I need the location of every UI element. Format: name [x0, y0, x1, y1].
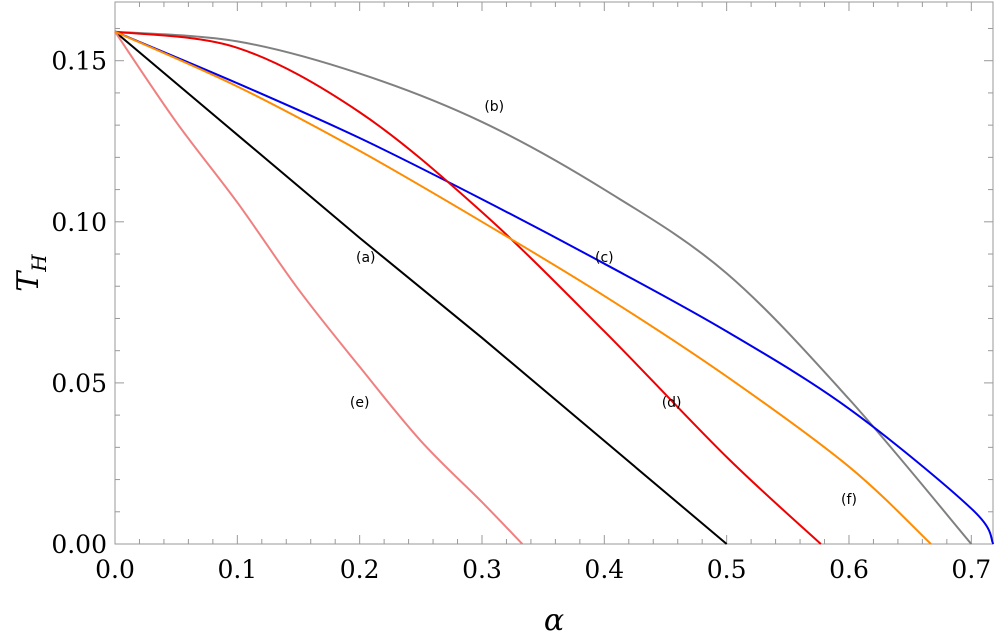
- x-tick-label: 0.1: [217, 555, 257, 584]
- curve-labels: (a) (b) (c) (d) (e) (f): [350, 99, 857, 508]
- y-axis-title: TH: [11, 254, 51, 292]
- x-tick-label: 0.0: [95, 555, 135, 584]
- curve-d: [114, 30, 822, 545]
- plot-frame: [114, 1, 994, 545]
- curve-a: [114, 30, 728, 545]
- x-axis-title: α: [544, 603, 564, 638]
- curve-c: [114, 30, 995, 545]
- x-tick-label: 0.7: [951, 555, 991, 584]
- curve-e: [114, 31, 524, 545]
- curve-label-a: (a): [356, 250, 376, 266]
- y-axis-title-sub: H: [27, 254, 51, 273]
- y-tick-label: 0.05: [51, 369, 107, 398]
- y-tick-labels: 0.00 0.05 0.10 0.15: [51, 47, 107, 559]
- x-tick-label: 0.2: [340, 555, 380, 584]
- curves: [114, 30, 995, 545]
- x-tick-label: 0.5: [707, 555, 747, 584]
- curve-b: [114, 30, 973, 545]
- y-tick-label: 0.10: [51, 208, 107, 237]
- curve-label-c: (c): [595, 250, 614, 266]
- curve-f: [114, 30, 932, 545]
- curve-label-e: (e): [350, 395, 370, 411]
- y-axis-title-main: T: [11, 270, 46, 292]
- x-tick-labels: 0.0 0.1 0.2 0.3 0.4 0.5 0.6 0.7: [95, 555, 991, 584]
- x-tick-label: 0.4: [584, 555, 624, 584]
- y-tick-label: 0.15: [51, 47, 107, 76]
- curve-label-b: (b): [484, 99, 504, 115]
- y-tick-label: 0.00: [51, 530, 107, 559]
- curve-label-f: (f): [841, 492, 857, 508]
- major-ticks: [114, 2, 993, 545]
- curve-label-d: (d): [662, 395, 682, 411]
- minor-ticks: [115, 2, 993, 544]
- x-tick-label: 0.6: [829, 555, 869, 584]
- x-tick-label: 0.3: [462, 555, 502, 584]
